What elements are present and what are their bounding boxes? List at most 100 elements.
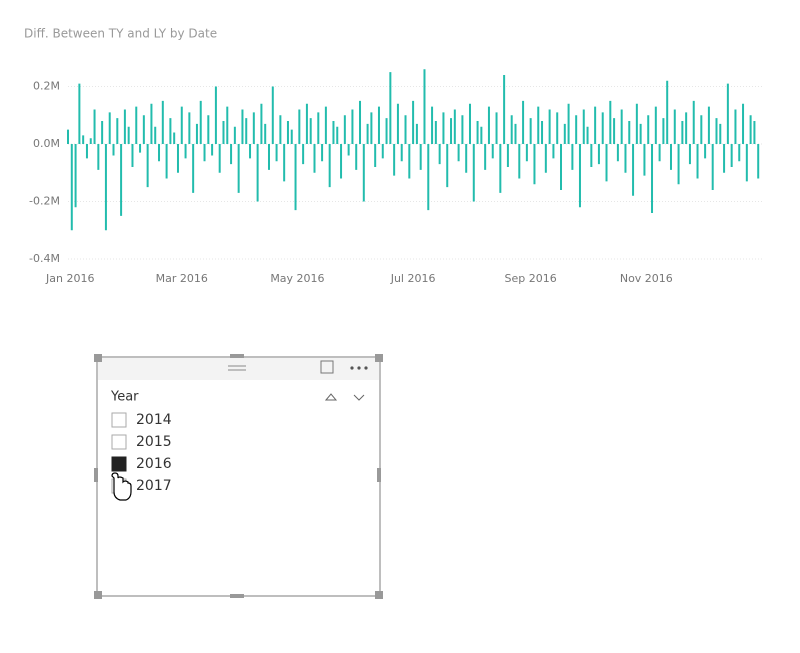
bar xyxy=(491,144,494,159)
bar xyxy=(101,121,104,144)
bar xyxy=(245,118,248,144)
bar xyxy=(123,109,126,144)
bar xyxy=(343,115,346,144)
bar xyxy=(552,144,555,159)
checkbox[interactable] xyxy=(111,412,127,428)
bar xyxy=(279,115,282,144)
bar xyxy=(692,100,695,144)
bar xyxy=(484,144,487,170)
bar xyxy=(654,106,657,144)
bar xyxy=(400,144,403,162)
bar xyxy=(309,118,312,144)
bar xyxy=(601,112,604,144)
bar xyxy=(468,103,471,144)
bar xyxy=(366,123,369,144)
bar xyxy=(487,106,490,144)
bar xyxy=(431,106,434,144)
bar xyxy=(305,103,308,144)
bar xyxy=(673,109,676,144)
focus-mode-icon[interactable] xyxy=(320,360,334,374)
bar xyxy=(218,144,221,173)
bar xyxy=(753,121,756,144)
bar xyxy=(324,106,327,144)
bar xyxy=(688,144,691,165)
bar xyxy=(434,121,437,144)
bar xyxy=(567,103,570,144)
bar xyxy=(256,144,259,202)
bar xyxy=(271,86,274,144)
slicer-header-bar[interactable] xyxy=(98,358,379,380)
bar xyxy=(624,144,627,173)
bar xyxy=(146,144,149,188)
bar xyxy=(112,144,115,156)
bar xyxy=(74,144,77,208)
checkbox[interactable] xyxy=(111,456,127,472)
bar xyxy=(548,109,551,144)
bar xyxy=(374,144,377,167)
bar xyxy=(199,100,202,144)
bar xyxy=(666,80,669,144)
bar xyxy=(241,109,244,144)
slicer-frame xyxy=(96,356,381,597)
dropdown-icon[interactable] xyxy=(353,394,365,401)
bar xyxy=(427,144,430,211)
slicer-item-label[interactable]: 2016 xyxy=(136,456,172,472)
y-tick-label: -0.4M xyxy=(29,252,60,265)
bar xyxy=(578,144,581,208)
bar xyxy=(560,144,563,190)
bar xyxy=(249,144,252,159)
bar xyxy=(283,144,286,182)
slicer-item-label[interactable]: 2014 xyxy=(136,412,172,428)
more-options-icon[interactable] xyxy=(350,366,354,370)
bar xyxy=(525,144,528,162)
bar xyxy=(605,144,608,182)
bar xyxy=(446,144,449,188)
bar xyxy=(533,144,536,185)
bar xyxy=(730,144,733,167)
bar xyxy=(184,144,187,159)
bar xyxy=(313,144,316,173)
clear-selections-icon[interactable] xyxy=(324,393,338,401)
more-options-icon[interactable] xyxy=(364,366,368,370)
bar xyxy=(495,112,498,144)
bar xyxy=(370,112,373,144)
bar xyxy=(203,144,206,162)
bar xyxy=(211,144,214,156)
bar xyxy=(222,121,225,144)
checkbox[interactable] xyxy=(111,434,127,450)
bar xyxy=(465,144,468,173)
bar xyxy=(233,126,236,144)
bar xyxy=(669,144,672,170)
more-options-icon[interactable] xyxy=(357,366,361,370)
slicer-item-label[interactable]: 2017 xyxy=(136,478,172,494)
bar xyxy=(142,115,145,144)
bar xyxy=(214,86,217,144)
y-tick-label: -0.2M xyxy=(29,195,60,208)
bar xyxy=(476,121,479,144)
bar xyxy=(127,126,130,144)
x-tick-label: Sep 2016 xyxy=(505,272,557,285)
bar xyxy=(639,123,642,144)
y-tick-label: 0.0M xyxy=(33,137,60,150)
bar xyxy=(681,121,684,144)
bar xyxy=(609,100,612,144)
bar xyxy=(188,112,191,144)
bar xyxy=(453,109,456,144)
bar xyxy=(82,135,85,144)
bar xyxy=(518,144,521,179)
bar xyxy=(616,144,619,162)
bar xyxy=(165,144,168,179)
bar xyxy=(93,109,96,144)
bar xyxy=(632,144,635,196)
bar xyxy=(594,106,597,144)
bar xyxy=(582,109,585,144)
bar xyxy=(628,121,631,144)
bar xyxy=(158,144,161,162)
slicer-item-label[interactable]: 2015 xyxy=(136,434,172,450)
bar xyxy=(290,129,293,144)
bar xyxy=(161,100,164,144)
bar xyxy=(260,103,263,144)
bar xyxy=(321,144,324,162)
bar xyxy=(685,112,688,144)
bar xyxy=(302,144,305,165)
